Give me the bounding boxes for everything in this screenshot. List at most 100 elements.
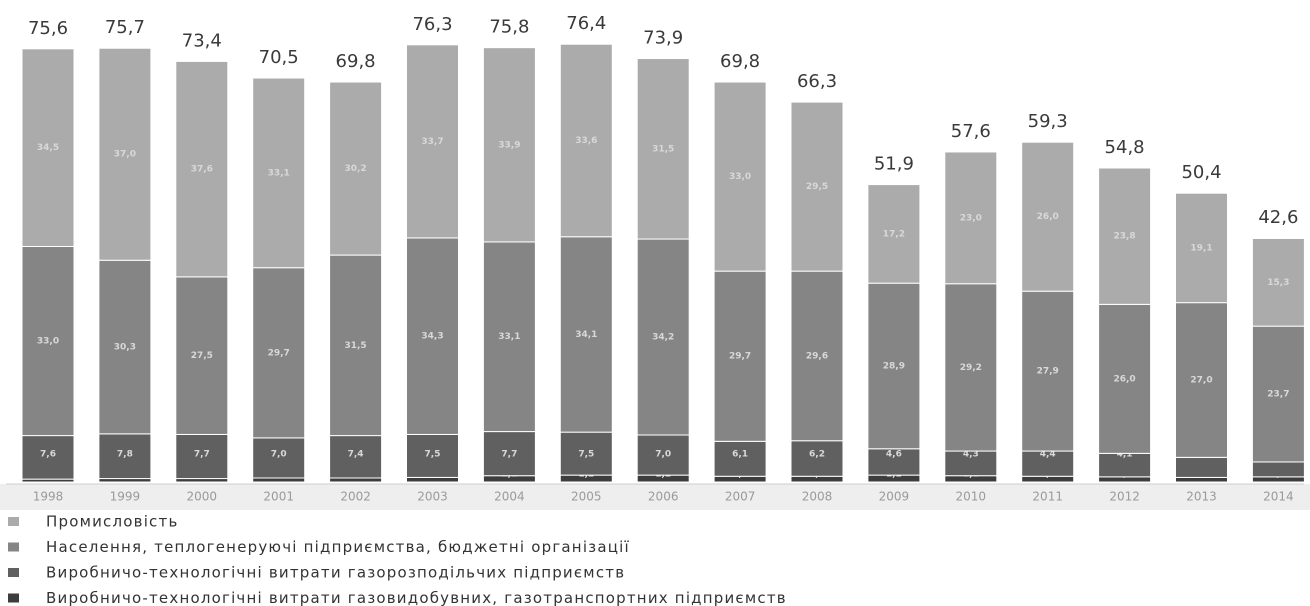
x-tick-label: 2002 [340,490,371,504]
x-tick-label: 2004 [494,490,525,504]
value-label: 23,8 [1113,232,1135,242]
value-label: 33,6 [575,136,597,146]
bar-segment [482,47,536,243]
value-label: 4,6 [886,450,902,460]
value-label: 7,0 [655,450,671,460]
legend-label: Виробничо-технологічні витрати газорозпо… [46,564,625,582]
legend-swatch [8,517,19,526]
value-label: 29,7 [729,352,751,362]
total-label: 54,8 [1105,137,1145,158]
x-tick-label: 2012 [1109,490,1140,504]
value-label: 7,6 [40,450,56,460]
value-label: 7,0 [271,450,287,460]
legend-swatch [8,568,19,577]
value-label: 34,1 [575,330,597,340]
value-label: 15,3 [1267,278,1289,288]
value-label: 33,9 [498,140,520,150]
value-label: 4,3 [963,450,979,460]
x-tick-label: 2006 [648,490,679,504]
value-label: 7,8 [117,450,133,460]
value-label: 33,0 [37,337,59,347]
bar-segment [175,433,229,480]
value-label: 7,7 [501,450,517,460]
bar-segment [1098,303,1152,454]
bar-segment [98,259,152,435]
total-label: 73,4 [182,30,222,51]
bar-segment [1251,237,1305,327]
bar-segment [329,81,383,256]
total-label: 73,9 [643,28,683,49]
value-label: 6,2 [809,450,825,460]
bar-segment [713,81,767,272]
bar-segment [252,267,306,439]
bar-segment [21,435,75,480]
value-label: 33,1 [498,332,520,342]
value-label: 7,5 [578,450,594,460]
value-label: 26,0 [1037,212,1059,222]
value-label: 7,4 [348,450,364,460]
value-label: 31,5 [344,341,366,351]
value-label: 34,5 [37,143,59,153]
bar-segment [636,238,690,436]
total-label: 42,6 [1258,207,1298,228]
x-tick-label: 2014 [1263,490,1294,504]
total-label: 69,8 [720,51,760,72]
legend-label: Промисловість [46,513,179,531]
bar-segment [329,435,383,479]
bar-segment [713,270,767,442]
total-label: 75,7 [105,17,145,38]
value-label: 27,9 [1037,367,1059,377]
value-label: 28,9 [883,361,905,371]
x-tick-label: 2008 [802,490,833,504]
total-label: 70,5 [259,47,299,68]
x-tick-label: 2005 [571,490,602,504]
value-label: 34,3 [421,332,443,342]
bar-segment [252,77,306,269]
total-label: 75,8 [489,17,529,38]
value-label: 31,5 [652,144,674,154]
bar-segment [1098,167,1152,305]
bar-segment [482,241,536,433]
bar-segment [482,431,536,477]
x-tick-label: 1998 [33,490,64,504]
legend-label: Виробничо-технологічні витрати газовидоб… [46,589,787,606]
bar-segment [175,276,229,435]
value-label: 23,7 [1267,390,1289,400]
total-label: 76,3 [412,14,452,35]
bar-segment [98,47,152,261]
bar-segment [713,440,767,477]
bar-segment [636,58,690,240]
bar-segment [790,270,844,442]
bar-segment [406,44,459,239]
value-label: 33,1 [268,168,290,178]
bar-segment [175,60,229,278]
bar-segment [1021,290,1075,452]
bar-segment [21,245,75,437]
value-label: 37,6 [191,165,213,175]
value-label: 7,7 [194,450,210,460]
value-label: 29,5 [806,182,828,192]
x-tick-label: 2007 [725,490,756,504]
total-label: 51,9 [874,154,914,175]
bar-segment [1175,456,1228,478]
bar-segment [559,431,613,476]
bar-segment [406,433,459,478]
legend-swatch [8,542,19,552]
total-label: 59,3 [1028,111,1068,132]
value-label: 34,2 [652,333,674,343]
x-tick-label: 2001 [263,490,294,504]
x-tick-label: 2003 [417,490,448,504]
value-label: 4,4 [1040,450,1056,460]
value-label: 29,7 [268,348,290,358]
value-label: 4,1 [1117,450,1133,460]
bar-segment [252,437,306,479]
x-tick-label: 2013 [1186,490,1217,504]
bar-segment [636,434,690,476]
total-label: 50,4 [1181,162,1221,183]
bar-segment [21,48,75,247]
value-label: 26,0 [1113,374,1135,384]
total-label: 75,6 [28,18,68,39]
bar-segment [1175,302,1228,458]
bar-segment [867,184,921,284]
